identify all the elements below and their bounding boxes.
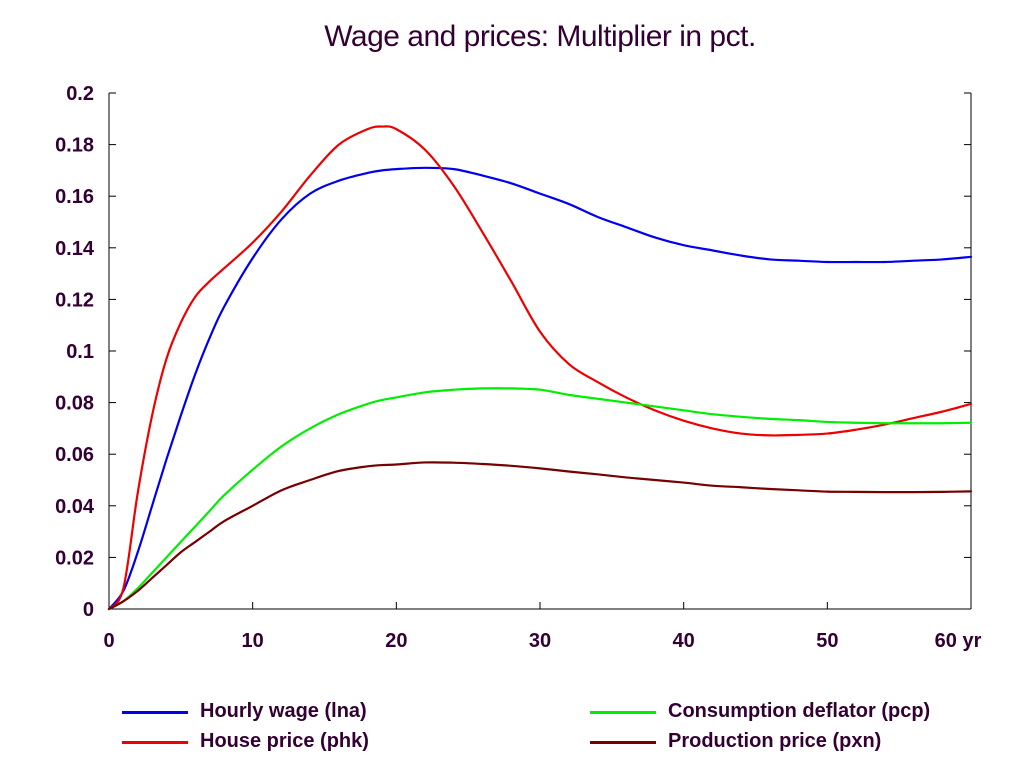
legend-item-production-price: Production price (pxn) bbox=[590, 730, 1010, 754]
series-line-hourly-wage bbox=[107, 166, 973, 611]
x-tick-label: 60 yr bbox=[935, 630, 982, 652]
legend-swatch-hourly-wage bbox=[122, 711, 188, 714]
series-line-production-price bbox=[107, 461, 973, 611]
legend-label-production-price: Production price (pxn) bbox=[668, 730, 882, 752]
legend-item-hourly-wage: Hourly wage (lna) bbox=[122, 700, 542, 724]
axis-ticks bbox=[108, 92, 972, 610]
series-lines bbox=[107, 125, 973, 611]
plot-frame bbox=[108, 93, 972, 610]
legend-swatch-production-price bbox=[590, 741, 656, 744]
x-tick-label: 20 bbox=[385, 630, 407, 652]
y-tick-label: 0.04 bbox=[55, 496, 95, 518]
y-tick-label: 0 bbox=[83, 599, 94, 621]
legend-label-consumption-deflator: Consumption deflator (pcp) bbox=[668, 700, 931, 722]
y-tick-label: 0.18 bbox=[55, 135, 94, 157]
legend-item-house-price: House price (phk) bbox=[122, 730, 542, 754]
series-line-consumption-deflator bbox=[107, 387, 973, 611]
chart-title: Wage and prices: Multiplier in pct. bbox=[324, 20, 756, 53]
x-tick-label: 40 bbox=[673, 630, 695, 652]
y-tick-label: 0.14 bbox=[55, 238, 95, 260]
y-tick-label: 0.1 bbox=[66, 341, 94, 363]
y-tick-label: 0.16 bbox=[55, 186, 94, 208]
x-tick-label: 30 bbox=[529, 630, 551, 652]
y-tick-label: 0.06 bbox=[55, 444, 94, 466]
legend-swatch-house-price bbox=[122, 741, 188, 744]
tick-labels: 0 0.02 0.04 0.06 0.08 0.1 0.12 0.14 0.16 0.18 0.2 0… bbox=[55, 83, 982, 652]
y-tick-label: 0.2 bbox=[66, 83, 94, 105]
series-line-house-price bbox=[107, 125, 973, 611]
legend-label-house-price: House price (phk) bbox=[200, 730, 369, 752]
x-tick-label: 10 bbox=[242, 630, 264, 652]
x-tick-label: 0 bbox=[103, 630, 114, 652]
x-tick-label: 50 bbox=[816, 630, 838, 652]
legend-swatch-consumption-deflator bbox=[590, 711, 656, 714]
y-tick-label: 0.02 bbox=[55, 547, 94, 569]
y-tick-label: 0.12 bbox=[55, 289, 94, 311]
y-tick-label: 0.08 bbox=[55, 393, 94, 415]
legend-item-consumption-deflator: Consumption deflator (pcp) bbox=[590, 700, 1010, 724]
legend-label-hourly-wage: Hourly wage (lna) bbox=[200, 700, 367, 722]
